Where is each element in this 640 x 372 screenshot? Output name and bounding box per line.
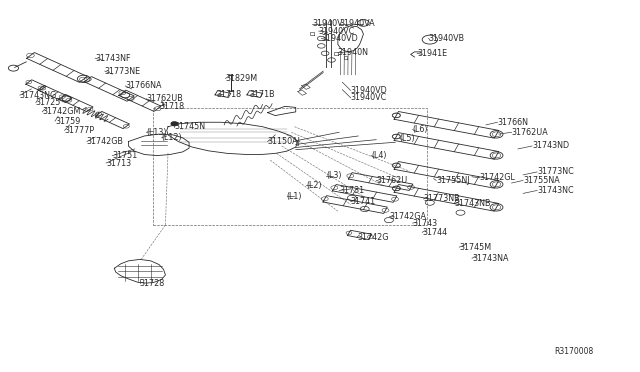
Text: 31731: 31731 bbox=[339, 186, 364, 195]
Text: 31773NE: 31773NE bbox=[105, 67, 141, 76]
Text: 31755NA: 31755NA bbox=[523, 176, 560, 185]
Text: 31742GM: 31742GM bbox=[42, 108, 81, 116]
Text: 31762UA: 31762UA bbox=[511, 128, 548, 137]
Text: 31742GB: 31742GB bbox=[87, 137, 124, 146]
Text: (L4): (L4) bbox=[371, 151, 387, 160]
Text: 31743ND: 31743ND bbox=[532, 141, 569, 151]
Text: 31743NG: 31743NG bbox=[20, 91, 57, 100]
Text: (L1): (L1) bbox=[287, 192, 302, 201]
Text: 31743NA: 31743NA bbox=[472, 254, 509, 263]
Text: R3170008: R3170008 bbox=[554, 347, 593, 356]
Text: 31773NB: 31773NB bbox=[424, 195, 460, 203]
Text: 31745N: 31745N bbox=[174, 122, 205, 131]
Text: 31940VA: 31940VA bbox=[339, 19, 375, 28]
Text: (L13): (L13) bbox=[147, 128, 167, 137]
Text: 31150AJ: 31150AJ bbox=[268, 137, 301, 146]
Text: 31940VC: 31940VC bbox=[351, 93, 387, 102]
Text: 31743NB: 31743NB bbox=[454, 199, 491, 208]
Text: (L12): (L12) bbox=[162, 133, 182, 142]
Text: 31766NA: 31766NA bbox=[125, 81, 162, 90]
Text: 31713: 31713 bbox=[106, 158, 131, 167]
Text: 31940VB: 31940VB bbox=[429, 34, 465, 43]
Text: (L6): (L6) bbox=[413, 125, 428, 134]
Text: 31940VD: 31940VD bbox=[351, 86, 387, 95]
Text: 31744: 31744 bbox=[422, 228, 447, 237]
Text: 31762UB: 31762UB bbox=[147, 94, 183, 103]
Text: 31718: 31718 bbox=[216, 90, 242, 99]
Text: 31751: 31751 bbox=[113, 151, 138, 160]
Text: 31940VD: 31940VD bbox=[321, 34, 358, 43]
Text: 31742G: 31742G bbox=[357, 232, 388, 242]
Text: 3171B: 3171B bbox=[250, 90, 275, 99]
Text: 31940N: 31940N bbox=[338, 48, 369, 57]
Text: 31940V: 31940V bbox=[312, 19, 343, 28]
Text: 31718: 31718 bbox=[159, 102, 184, 111]
Text: 31743NF: 31743NF bbox=[95, 54, 131, 62]
Text: 31743: 31743 bbox=[413, 219, 438, 228]
Text: (L5): (L5) bbox=[400, 134, 415, 143]
Text: 31755NJ: 31755NJ bbox=[436, 176, 470, 185]
Text: 31762U: 31762U bbox=[376, 176, 408, 185]
Text: 31773NC: 31773NC bbox=[537, 167, 574, 176]
Text: 31741: 31741 bbox=[351, 197, 376, 206]
Text: 31728: 31728 bbox=[140, 279, 165, 288]
Circle shape bbox=[172, 122, 177, 126]
Text: 31742GL: 31742GL bbox=[479, 173, 516, 182]
Text: 31743NC: 31743NC bbox=[537, 186, 573, 195]
Text: (L2): (L2) bbox=[306, 181, 321, 190]
Text: 31941E: 31941E bbox=[417, 49, 447, 58]
Text: 31777P: 31777P bbox=[65, 126, 95, 135]
Text: 31759: 31759 bbox=[55, 117, 81, 126]
Text: (L3): (L3) bbox=[326, 171, 342, 180]
Text: 31725: 31725 bbox=[36, 98, 61, 107]
Text: 31829M: 31829M bbox=[225, 74, 258, 83]
Text: 31766N: 31766N bbox=[497, 118, 529, 127]
Text: 31940VC: 31940VC bbox=[319, 26, 355, 36]
Text: 31742GA: 31742GA bbox=[389, 212, 426, 221]
Text: 31745M: 31745M bbox=[460, 243, 492, 251]
